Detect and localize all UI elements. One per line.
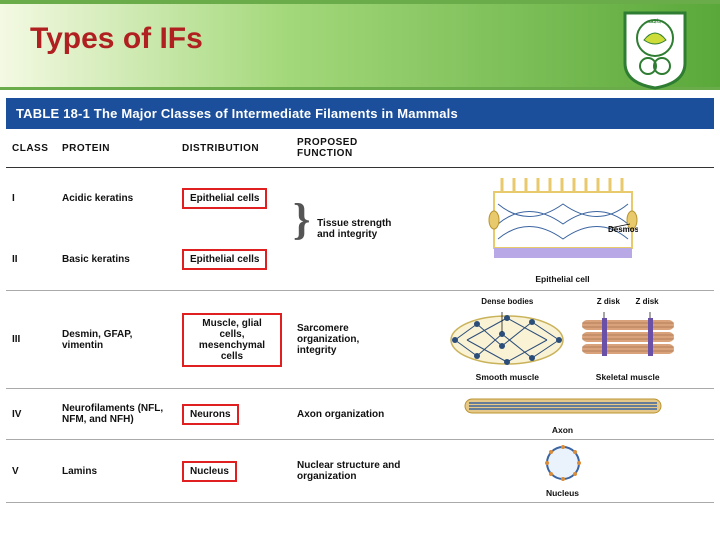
illustration-nucleus: Nucleus xyxy=(411,440,714,503)
svg-text:جامعة: جامعة xyxy=(648,18,663,25)
label-dense-bodies: Dense bodies xyxy=(447,297,567,306)
highlight-box: Neurons xyxy=(182,404,239,425)
illustration-axon: Axon xyxy=(411,389,714,440)
cell-function: } Tissue strength and integrity xyxy=(291,168,411,291)
caption-axon: Axon xyxy=(417,425,708,435)
cell-class: V xyxy=(6,440,56,503)
highlight-box: Epithelial cells xyxy=(182,249,267,270)
cell-protein: Basic keratins xyxy=(56,229,176,291)
function-text: Sarcomere organization, integrity xyxy=(297,323,397,356)
highlight-box: Nucleus xyxy=(182,461,237,482)
table-row: V Lamins Nucleus Nuclear structure and o… xyxy=(6,440,714,503)
caption-nucleus: Nucleus xyxy=(417,488,708,498)
col-header-distribution: DISTRIBUTION xyxy=(176,129,291,168)
caption-smooth-muscle: Smooth muscle xyxy=(447,372,567,382)
skeletal-muscle-diagram: Z disk Z disk xyxy=(578,297,678,382)
col-header-protein: PROTEIN xyxy=(56,129,176,168)
svg-text:Desmosomes: Desmosomes xyxy=(608,225,638,234)
cell-protein: Acidic keratins xyxy=(56,168,176,230)
highlight-box: Muscle, glial cells, mesenchymal cells xyxy=(182,313,282,367)
caption-epithelial: Epithelial cell xyxy=(417,274,708,284)
illustration-epithelial: Desmosomes Epithelial cell xyxy=(411,168,714,291)
protein-text: Desmin, GFAP, vimentin xyxy=(62,329,162,351)
cell-class: IV xyxy=(6,389,56,440)
cell-distribution: Muscle, glial cells, mesenchymal cells xyxy=(176,291,291,389)
protein-text: Neurofilaments (NFL, NFM, and NFH) xyxy=(62,403,170,425)
table-container: TABLE 18-1 The Major Classes of Intermed… xyxy=(0,90,720,503)
table-row: IV Neurofilaments (NFL, NFM, and NFH) Ne… xyxy=(6,389,714,440)
label-zdisk-right: Z disk xyxy=(635,297,658,306)
highlight-box: Epithelial cells xyxy=(182,188,267,209)
cell-distribution: Neurons xyxy=(176,389,291,440)
header-band: Types of IFs جامعة xyxy=(0,0,720,90)
if-classes-table: CLASS PROTEIN DISTRIBUTION PROPOSED FUNC… xyxy=(6,129,714,503)
cell-function: Axon organization xyxy=(291,389,411,440)
col-header-function: PROPOSED FUNCTION xyxy=(291,129,411,168)
cell-distribution: Nucleus xyxy=(176,440,291,503)
table-row: III Desmin, GFAP, vimentin Muscle, glial… xyxy=(6,291,714,389)
table-row: I Acidic keratins Epithelial cells } Tis… xyxy=(6,168,714,230)
cell-function: Nuclear structure and organization xyxy=(291,440,411,503)
cell-protein: Lamins xyxy=(56,440,176,503)
illustration-muscle: Dense bodies xyxy=(411,291,714,389)
function-text: Tissue strength and integrity xyxy=(317,218,397,240)
cell-class: II xyxy=(6,229,56,291)
col-header-illustration xyxy=(411,129,714,168)
cell-class: I xyxy=(6,168,56,230)
cell-protein: Neurofilaments (NFL, NFM, and NFH) xyxy=(56,389,176,440)
table-header-row: CLASS PROTEIN DISTRIBUTION PROPOSED FUNC… xyxy=(6,129,714,168)
cell-class: III xyxy=(6,291,56,389)
cell-protein: Desmin, GFAP, vimentin xyxy=(56,291,176,389)
brace-icon: } xyxy=(293,195,310,244)
smooth-muscle-diagram: Dense bodies xyxy=(447,297,567,382)
label-zdisk-left: Z disk xyxy=(597,297,620,306)
caption-skeletal-muscle: Skeletal muscle xyxy=(578,372,678,382)
function-text: Nuclear structure and organization xyxy=(297,460,402,482)
university-logo: جامعة xyxy=(620,8,690,90)
cell-distribution: Epithelial cells xyxy=(176,168,291,230)
cell-function: Sarcomere organization, integrity xyxy=(291,291,411,389)
col-header-class: CLASS xyxy=(6,129,56,168)
cell-distribution: Epithelial cells xyxy=(176,229,291,291)
table-title-bar: TABLE 18-1 The Major Classes of Intermed… xyxy=(6,98,714,129)
slide-title: Types of IFs xyxy=(30,22,203,56)
